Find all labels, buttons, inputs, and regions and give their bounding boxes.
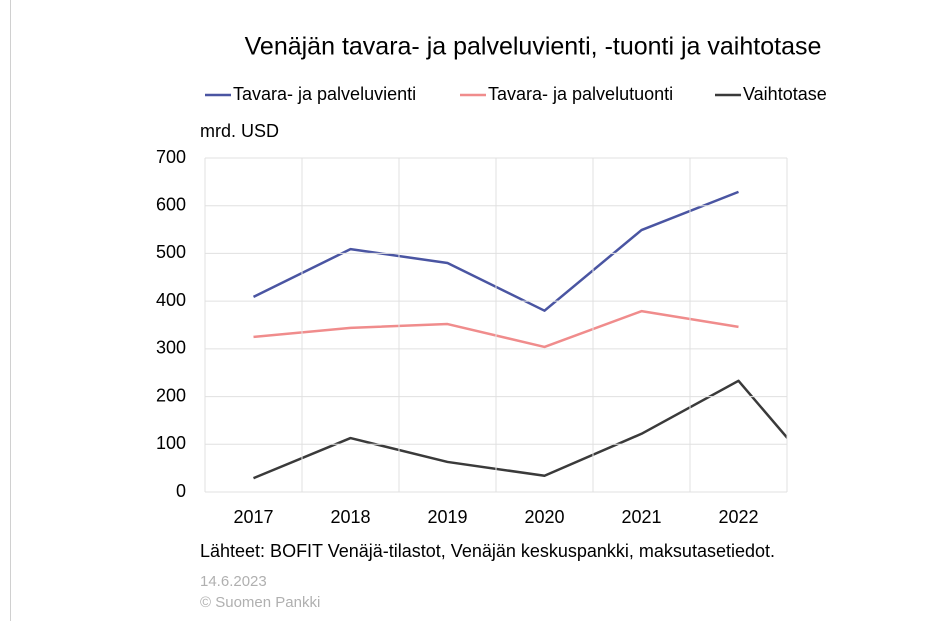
y-tick-label: 200	[156, 385, 186, 405]
frame	[10, 0, 11, 621]
x-tick-label: 2017	[233, 507, 273, 527]
x-tick-label: 2021	[621, 507, 661, 527]
y-tick-label: 700	[156, 147, 186, 167]
x-tick-label: 2019	[427, 507, 467, 527]
y-tick-label: 600	[156, 194, 186, 214]
y-tick-label: 500	[156, 242, 186, 262]
y-axis-label: mrd. USD	[200, 121, 279, 141]
y-tick-label: 0	[176, 481, 186, 501]
y-tick-label: 100	[156, 433, 186, 453]
source: Lähteet: BOFIT Venäjä-tilastot, Venäjän …	[200, 541, 775, 561]
x-tick-label: 2022	[718, 507, 758, 527]
legend-label: Tavara- ja palvelutuonti	[488, 84, 673, 104]
date: 14.6.2023	[200, 573, 267, 590]
series-line	[253, 379, 787, 480]
legend-label: Tavara- ja palveluvienti	[233, 84, 416, 104]
plot-area	[252, 190, 787, 480]
x-tick-label: 2020	[524, 507, 564, 527]
chart-title: Venäjän tavara- ja palveluvienti, -tuont…	[245, 33, 822, 61]
y-tick-label: 400	[156, 290, 186, 310]
legend-label: Vaihtotase	[743, 84, 827, 104]
y-tick-label: 300	[156, 338, 186, 358]
copyright: © Suomen Pankki	[200, 594, 320, 611]
x-tick-label: 2018	[330, 507, 370, 527]
